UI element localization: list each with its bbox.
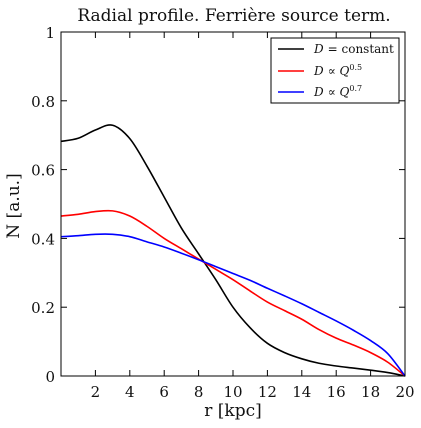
x-tick-label-1: 4 bbox=[125, 383, 135, 401]
legend: D = constant D ∝ Q0.5 D ∝ Q0.7 bbox=[270, 37, 400, 104]
x-tick-label-8: 18 bbox=[361, 383, 380, 401]
series-line-2 bbox=[60, 233, 406, 377]
x-tick-label-6: 14 bbox=[292, 383, 311, 401]
legend-label-1: D ∝ Q0.5 bbox=[313, 63, 362, 78]
y-tick-label-1: 0.2 bbox=[31, 299, 55, 317]
legend-entry-2: D ∝ Q0.7 bbox=[278, 84, 362, 99]
series-line-1 bbox=[60, 209, 406, 377]
chart-title: Radial profile. Ferrière source term. bbox=[77, 6, 390, 26]
legend-label-2: D ∝ Q0.7 bbox=[313, 84, 362, 99]
x-tick-label-7: 16 bbox=[327, 383, 346, 401]
x-tick-label-0: 2 bbox=[91, 383, 101, 401]
x-tick-label-2: 6 bbox=[159, 383, 169, 401]
series-lines bbox=[60, 124, 406, 377]
y-tick-label-2: 0.4 bbox=[31, 230, 55, 248]
x-tick-label-9: 20 bbox=[395, 383, 414, 401]
legend-label-0: D = constant bbox=[313, 42, 394, 56]
y-tick-label-0: 0 bbox=[45, 368, 55, 386]
y-tick-label-5: 1 bbox=[45, 24, 55, 42]
legend-entry-1: D ∝ Q0.5 bbox=[278, 63, 362, 78]
x-tick-label-3: 8 bbox=[194, 383, 204, 401]
legend-entry-0: D = constant bbox=[278, 42, 394, 56]
x-tick-label-4: 10 bbox=[223, 383, 242, 401]
y-tick-label-3: 0.6 bbox=[31, 162, 55, 180]
y-tick-label-4: 0.8 bbox=[31, 93, 55, 111]
y-axis-label: N [a.u.] bbox=[4, 173, 24, 238]
x-axis-label: r [kpc] bbox=[204, 401, 262, 421]
series-line-0 bbox=[60, 124, 406, 377]
axis-ticks: 2 4 6 8 10 12 14 16 18 20 0 0.2 0.4 0.6 0.8 1 bbox=[31, 24, 414, 401]
plot-frame bbox=[60, 31, 406, 377]
x-tick-label-5: 12 bbox=[258, 383, 277, 401]
